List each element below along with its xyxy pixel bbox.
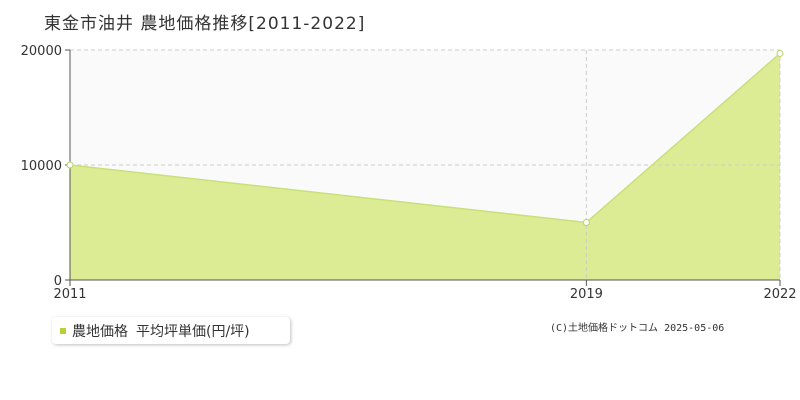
data-point: [66, 161, 74, 169]
x-tick-label: 2019: [570, 287, 603, 302]
legend: 農地価格 平均坪単価(円/坪): [52, 317, 290, 344]
series-area: [70, 53, 780, 281]
x-tick-label: 2022: [763, 287, 796, 302]
y-tick-label: 20000: [21, 44, 62, 59]
legend-marker-icon: [60, 327, 66, 334]
x-tick-label: 2011: [53, 287, 86, 302]
chart-title: 東金市油井 農地価格推移[2011-2022]: [44, 14, 366, 34]
data-point: [582, 219, 590, 226]
legend-unit-label: 平均坪単価(円/坪): [136, 323, 250, 340]
y-tick-label: 10000: [21, 159, 62, 174]
y-tick-label: 0: [54, 274, 62, 289]
data-point: [776, 49, 784, 57]
legend-series-label: 農地価格: [72, 323, 128, 340]
copyright-text: (C)土地価格ドットコム 2025-05-06: [550, 323, 725, 334]
